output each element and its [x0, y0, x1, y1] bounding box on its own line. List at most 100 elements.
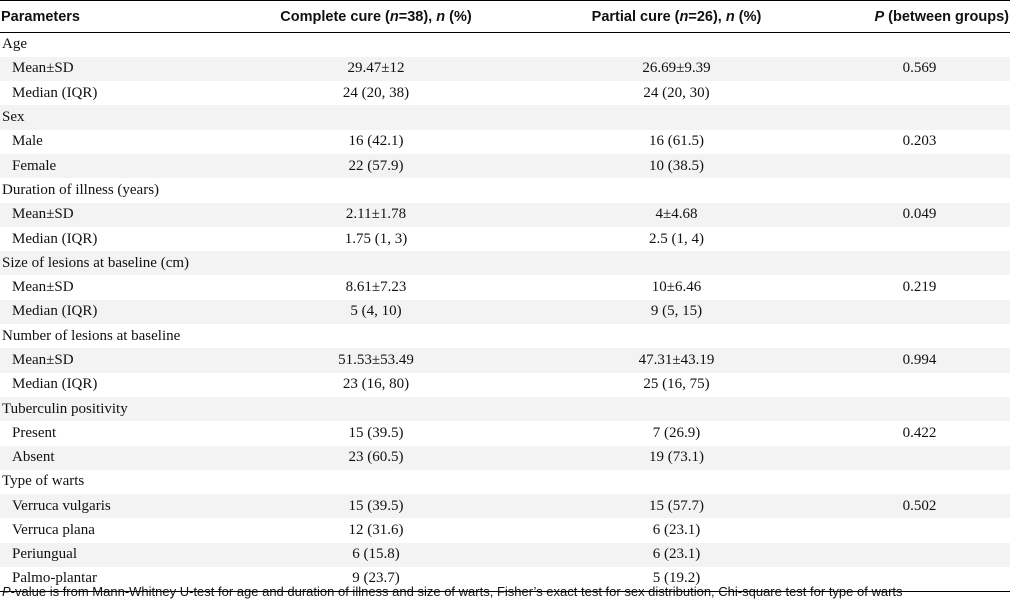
row-partial-cure-value: 16 (61.5): [649, 133, 704, 150]
row-p-value: [829, 178, 1010, 202]
row-partial-cure-value: [524, 105, 829, 129]
row-complete-cure-value: 29.47±12: [347, 60, 405, 77]
table-row: Mean±SD 2.11±1.78 4±4.68 0.049: [0, 202, 1010, 227]
table-row: Verruca plana 12 (31.6) 6 (23.1): [0, 518, 1010, 542]
row-p-value: [829, 543, 1010, 567]
row-complete-cure-value: 23 (16, 80): [342, 376, 410, 393]
row-p-value: 0.049: [902, 206, 937, 223]
table-row: Size of lesions at baseline (cm): [0, 251, 1010, 276]
row-p-value: [829, 154, 1010, 178]
row-p-value: [829, 518, 1010, 542]
row-partial-cure-value: [524, 178, 829, 202]
row-partial-cure-value: [524, 470, 829, 494]
row-p-value: 0.203: [902, 133, 937, 150]
table-row: Mean±SD 29.47±12 26.69±9.39 0.569: [0, 56, 1010, 82]
table-row: Tuberculin positivity: [0, 396, 1010, 422]
table-row: Type of warts: [0, 470, 1010, 494]
table-row: Median (IQR) 23 (16, 80) 25 (16, 75): [0, 373, 1010, 397]
row-partial-cure-value: 5 (19.2): [652, 570, 701, 587]
row-complete-cure-value: [228, 178, 524, 202]
table-row: Age: [0, 33, 1010, 57]
row-partial-cure-value: 10 (38.5): [649, 157, 704, 174]
row-parameter-label: Palmo-plantar: [12, 570, 97, 587]
row-parameter-label: Mean±SD: [12, 60, 74, 77]
table-row: Mean±SD 51.53±53.49 47.31±43.19 0.994: [0, 348, 1010, 373]
row-complete-cure-value: 16 (42.1): [348, 133, 404, 150]
row-partial-cure-value: 2.5 (1, 4): [649, 230, 704, 247]
table-row: Duration of illness (years): [0, 178, 1010, 202]
results-table-container: Parameters Complete cure (n=38), n (%) P…: [0, 0, 1010, 592]
row-parameter-label: Mean±SD: [12, 279, 74, 296]
row-partial-cure-value: 6 (23.1): [652, 546, 701, 563]
row-partial-cure-value: 26.69±9.39: [642, 60, 711, 77]
row-p-value: [829, 81, 1010, 105]
table-row: Female 22 (57.9) 10 (38.5): [0, 153, 1010, 179]
row-partial-cure-value: 4±4.68: [655, 206, 698, 223]
row-parameter-label: Verruca plana: [12, 522, 95, 539]
row-complete-cure-value: 5 (4, 10): [350, 303, 402, 320]
table-row: Number of lesions at baseline: [0, 324, 1010, 348]
row-p-value: [829, 324, 1010, 348]
row-parameter-label: Median (IQR): [12, 230, 98, 247]
table-header-row: Parameters Complete cure (n=38), n (%) P…: [0, 0, 1010, 33]
table-row: Absent 23 (60.5) 19 (73.1): [0, 445, 1010, 470]
row-partial-cure-value: 15 (57.7): [649, 497, 704, 514]
header-complete-cure: Complete cure (n=38), n (%): [280, 8, 472, 25]
row-p-value: 0.502: [902, 497, 937, 514]
row-parameter-label: Median (IQR): [12, 84, 98, 101]
row-complete-cure-value: [228, 251, 524, 275]
row-partial-cure-value: [524, 33, 829, 57]
table-row: Sex: [0, 105, 1010, 130]
row-complete-cure-value: 22 (57.9): [348, 157, 404, 174]
row-complete-cure-value: 1.75 (1, 3): [344, 230, 408, 247]
row-parameter-label: Duration of illness (years): [2, 181, 160, 198]
row-complete-cure-value: [228, 470, 524, 494]
row-partial-cure-value: [524, 397, 829, 421]
header-p-value: P (between groups): [874, 8, 1009, 25]
row-parameter-label: Mean±SD: [12, 206, 74, 223]
row-partial-cure-value: [524, 251, 829, 275]
row-complete-cure-value: 15 (39.5): [348, 424, 404, 441]
row-parameter-label: Absent: [12, 449, 55, 466]
row-partial-cure-value: 7 (26.9): [652, 424, 701, 441]
row-p-value: 0.219: [902, 279, 937, 296]
row-complete-cure-value: 6 (15.8): [352, 546, 400, 563]
row-parameter-label: Median (IQR): [12, 376, 98, 393]
row-p-value: [829, 33, 1010, 57]
row-p-value: [829, 397, 1010, 421]
row-partial-cure-value: 10±6.46: [651, 279, 702, 296]
row-p-value: [829, 227, 1010, 251]
table-body: Age Mean±SD 29.47±12 26.69±9.39 0.569 Median …: [0, 33, 1010, 592]
header-partial-cure: Partial cure (n=26), n (%): [591, 8, 762, 25]
row-complete-cure-value: 9 (23.7): [352, 570, 400, 587]
table-row: Present 15 (39.5) 7 (26.9) 0.422: [0, 421, 1010, 445]
row-complete-cure-value: [228, 105, 524, 129]
row-p-value: [829, 251, 1010, 275]
row-parameter-label: Tuberculin positivity: [2, 400, 128, 417]
table-row: Mean±SD 8.61±7.23 10±6.46 0.219: [0, 275, 1010, 299]
row-complete-cure-value: 23 (60.5): [348, 449, 404, 466]
row-partial-cure-value: 24 (20, 30): [643, 84, 710, 101]
row-complete-cure-value: [228, 33, 524, 57]
table-row: Periungual 6 (15.8) 6 (23.1): [0, 542, 1010, 568]
row-partial-cure-value: 6 (23.1): [652, 522, 701, 539]
row-p-value: 0.994: [902, 352, 937, 368]
row-p-value: [829, 373, 1010, 397]
row-parameter-label: Present: [12, 424, 57, 441]
row-parameter-label: Median (IQR): [12, 303, 98, 320]
row-parameter-label: Sex: [2, 109, 25, 126]
row-parameter-label: Type of warts: [2, 473, 85, 490]
results-table: Parameters Complete cure (n=38), n (%) P…: [0, 0, 1010, 592]
row-parameter-label: Female: [12, 157, 57, 174]
table-footnote: P-value is from Mann-Whitney U-test for …: [2, 584, 903, 599]
row-complete-cure-value: 15 (39.5): [348, 497, 404, 514]
row-parameter-label: Periungual: [12, 546, 77, 563]
row-p-value: 0.422: [902, 424, 937, 441]
row-parameter-label: Age: [2, 36, 27, 53]
row-p-value: 0.569: [902, 60, 937, 77]
row-parameter-label: Number of lesions at baseline: [2, 327, 181, 344]
row-complete-cure-value: [228, 324, 524, 348]
row-complete-cure-value: 24 (20, 38): [342, 84, 410, 101]
row-complete-cure-value: 2.11±1.78: [345, 206, 407, 223]
row-parameter-label: Size of lesions at baseline (cm): [2, 254, 190, 271]
